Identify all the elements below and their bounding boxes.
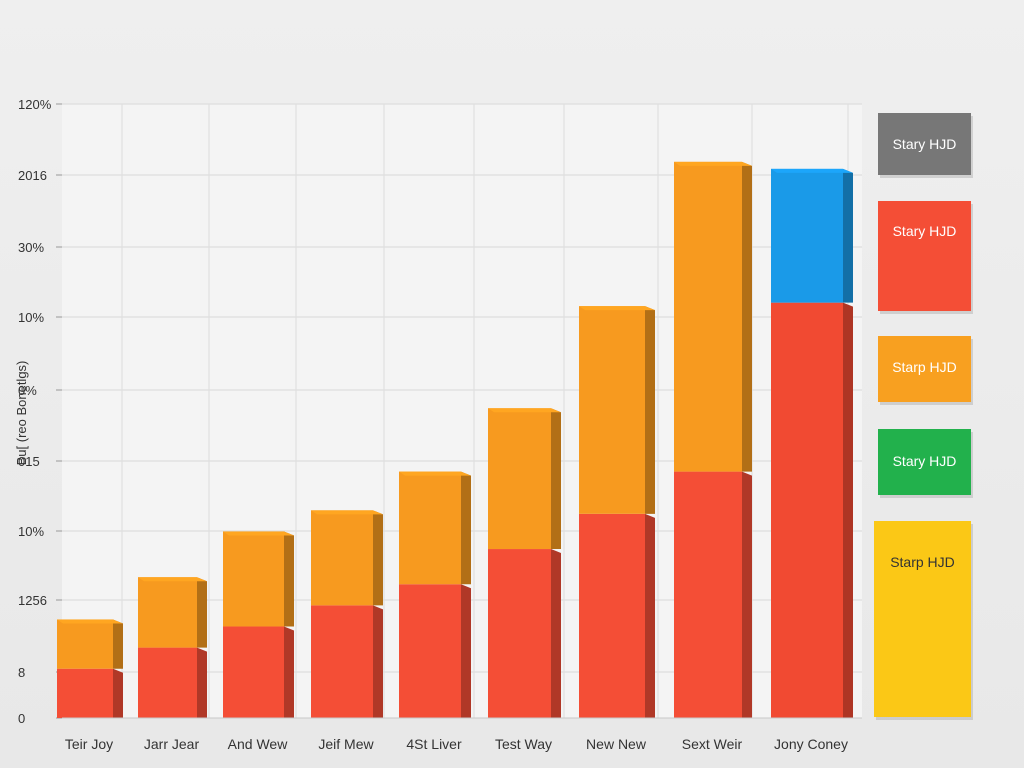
x-tick-label: Test Way [495, 736, 552, 752]
legend-swatch [878, 201, 971, 311]
y-tick-label: 10% [18, 524, 44, 539]
bar-side [742, 471, 752, 718]
x-axis-labels: Teir Joy Jarr Jear And Wew Jeif Mew 4St Live… [65, 736, 848, 752]
bar-side [645, 513, 655, 718]
legend-label: Stary HJD [893, 453, 957, 469]
bar-segment [311, 510, 373, 606]
bar-segment [488, 408, 551, 550]
x-tick-label: Jarr Jear [144, 736, 200, 752]
bar-top [399, 471, 471, 476]
bar-segment [399, 471, 461, 585]
bar-side [373, 510, 383, 606]
x-tick-label: Jony Coney [774, 736, 848, 752]
x-tick-label: New New [586, 736, 647, 752]
bar-segment [771, 302, 843, 718]
y-tick-label: 2016 [18, 168, 47, 183]
legend-swatch [874, 521, 971, 717]
legend-swatch [878, 113, 971, 175]
bar-stack [311, 510, 383, 718]
bar-side [645, 306, 655, 514]
bar-segment [399, 584, 461, 718]
legend-swatch [878, 336, 971, 402]
bar-side [461, 471, 471, 585]
bar-top [674, 161, 752, 166]
bar-side [113, 619, 123, 669]
y-tick-label: 8 [18, 665, 25, 680]
x-tick-label: Sext Weir [682, 736, 743, 752]
legend-item: Starp HJD [878, 336, 973, 405]
bar-stack [579, 306, 655, 718]
x-tick-label: And Wew [228, 736, 289, 752]
bar-stack [138, 577, 207, 718]
x-tick-label: 4St Liver [406, 736, 462, 752]
legend: Stary HJD Stary HJD Starp HJD Stary HJD Star… [874, 113, 973, 720]
legend-label: Starp HJD [890, 554, 955, 570]
y-tick-label: 10% [18, 310, 44, 325]
bar-segment [57, 619, 113, 669]
bar-stack [488, 408, 561, 718]
legend-label: Starp HJD [892, 359, 957, 375]
bar-side [197, 647, 207, 718]
bar-side [551, 549, 561, 718]
legend-item: Stary HJD [878, 113, 973, 178]
bar-stack [399, 471, 471, 718]
bar-segment [223, 626, 284, 718]
bar-side [843, 168, 853, 303]
y-axis-title: Bu[ (reo Bonetlgs) [14, 361, 29, 466]
bar-stack [771, 168, 853, 718]
x-tick-label: Jeif Mew [318, 736, 374, 752]
y-tick-label: 30% [18, 240, 44, 255]
bar-segment [311, 605, 373, 718]
y-tick-label: 015 [18, 454, 40, 469]
y-tick-label: 0% [18, 383, 37, 398]
y-tick-label: 120% [18, 97, 52, 112]
y-tick-label: 0 [18, 711, 25, 726]
bar-side [373, 605, 383, 718]
bar-stack [674, 161, 752, 718]
legend-swatch [878, 429, 971, 495]
legend-label: Stary HJD [893, 136, 957, 152]
bar-segment [674, 471, 742, 718]
bar-top [311, 510, 383, 515]
bar-top [488, 408, 561, 413]
bars [57, 161, 853, 718]
legend-item: Stary HJD [878, 429, 973, 498]
y-tick-label: 1256 [18, 593, 47, 608]
bar-segment [771, 168, 843, 303]
bar-side [113, 668, 123, 718]
legend-label: Stary HJD [893, 223, 957, 239]
bar-top [579, 306, 655, 311]
bar-segment [674, 161, 742, 472]
bar-segment [579, 513, 645, 718]
bar-side [742, 161, 752, 472]
bar-top [223, 531, 294, 536]
bar-side [461, 584, 471, 718]
legend-item: Starp HJD [874, 521, 973, 720]
bar-side [551, 408, 561, 550]
bar-side [284, 531, 294, 627]
bar-top [57, 619, 123, 624]
bar-segment [138, 647, 197, 718]
x-tick-label: Teir Joy [65, 736, 113, 752]
bar-side [197, 577, 207, 648]
bar-top [138, 577, 207, 582]
bar-top [771, 168, 853, 173]
bar-segment [223, 531, 284, 627]
y-axis-ticks: 0 8 1256 10% 015 0% 10% 30% 2016 120% [18, 97, 62, 726]
bar-segment [579, 306, 645, 514]
bar-segment [138, 577, 197, 648]
bar-side [843, 302, 853, 718]
bar-segment [488, 549, 551, 718]
bar-stack [57, 619, 123, 718]
bar-segment [57, 668, 113, 718]
bar-stack [223, 531, 294, 718]
bar-side [284, 626, 294, 718]
legend-item: Stary HJD [878, 201, 973, 314]
